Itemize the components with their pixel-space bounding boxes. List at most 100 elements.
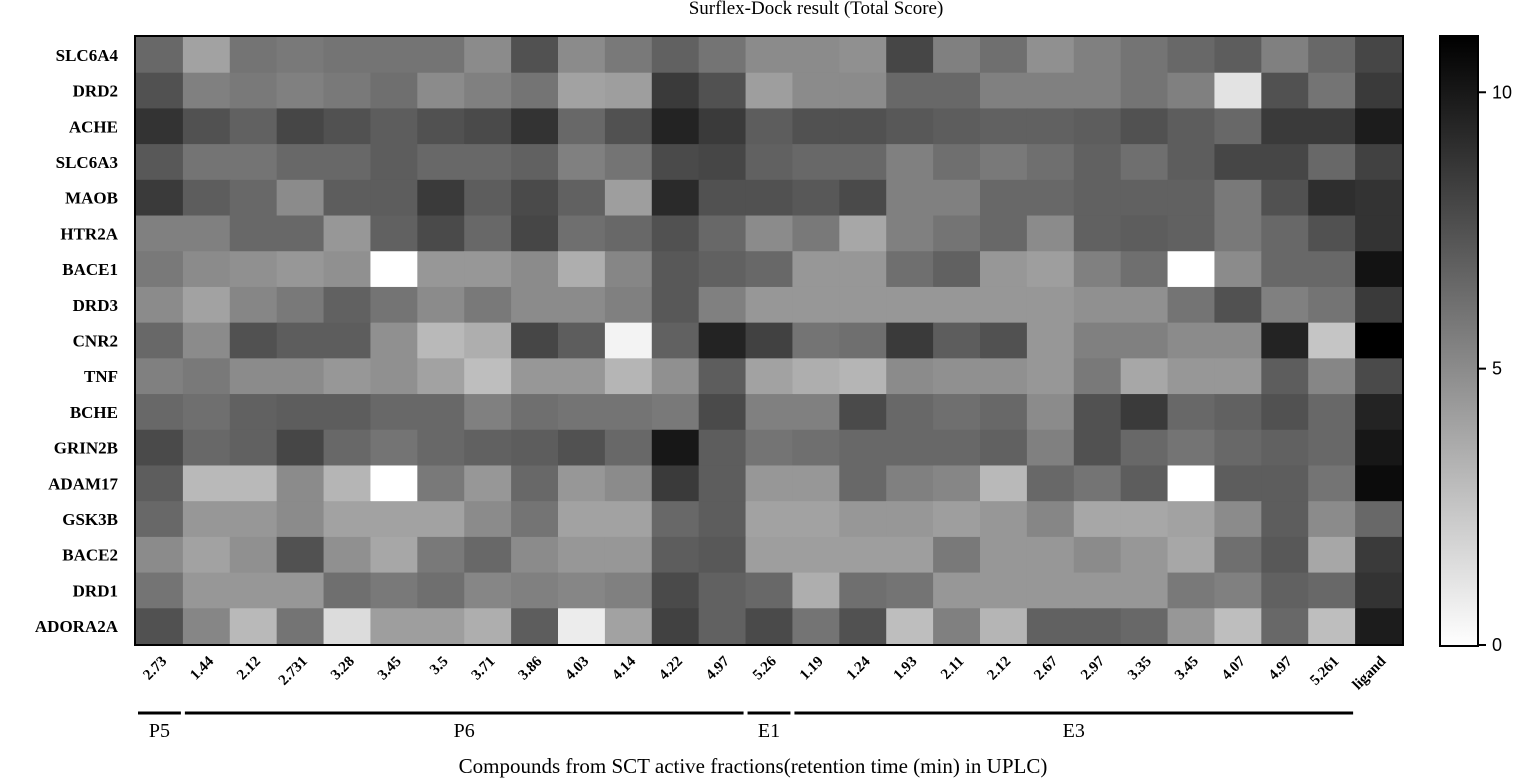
heatmap-cell: [980, 286, 1028, 324]
heatmap-cell: [229, 358, 278, 395]
heatmap-cell: [182, 429, 231, 467]
heatmap-cell: [558, 429, 606, 467]
heatmap-cell: [511, 465, 559, 502]
heatmap-cell: [745, 108, 794, 145]
heatmap-cell: [1261, 72, 1309, 110]
heatmap-cell: [182, 108, 231, 145]
heatmap-cell: [933, 608, 981, 645]
heatmap-cell: [651, 215, 700, 252]
heatmap-cell: [511, 608, 559, 645]
heatmap-cell: [745, 501, 794, 538]
heatmap-cell: [229, 572, 278, 609]
heatmap-cell: [980, 215, 1028, 252]
heatmap-cell: [229, 72, 278, 110]
heatmap-cell: [698, 215, 747, 252]
heatmap-cell: [417, 394, 465, 431]
column-label: 4.97: [703, 653, 733, 683]
heatmap-cell: [229, 108, 278, 145]
heatmap-cell: [1167, 179, 1216, 217]
heatmap-cell: [1120, 215, 1169, 252]
heatmap-cell: [1167, 465, 1216, 502]
heatmap-cell: [1167, 429, 1216, 467]
heatmap-cell: [1261, 572, 1309, 609]
heatmap-cell: [839, 394, 887, 431]
heatmap-cell: [698, 179, 747, 217]
heatmap-cell: [464, 608, 512, 645]
heatmap-cell: [886, 358, 934, 395]
heatmap-cell: [1355, 358, 1403, 395]
heatmap-cell: [417, 251, 465, 288]
heatmap-cell: [558, 322, 606, 359]
heatmap-cell: [980, 144, 1028, 181]
heatmap-cell: [558, 501, 606, 538]
heatmap-cell: [1308, 251, 1356, 288]
heatmap-cell: [839, 501, 887, 538]
heatmap-cell: [1073, 72, 1122, 110]
row-label: GSK3B: [62, 510, 118, 529]
heatmap-cell: [886, 322, 934, 359]
heatmap-cell: [1261, 108, 1309, 145]
heatmap-cell: [1167, 215, 1216, 252]
row-label: TNF: [84, 367, 118, 386]
column-label: 3.45: [375, 654, 405, 684]
heatmap-cell: [604, 572, 653, 609]
heatmap-cell: [1026, 608, 1075, 645]
heatmap-cell: [464, 394, 512, 431]
group-label: P5: [149, 720, 170, 742]
heatmap-cell: [1261, 536, 1309, 574]
heatmap-cell: [839, 72, 887, 110]
heatmap-cell: [1261, 501, 1309, 538]
heatmap-cell: [370, 501, 418, 538]
heatmap-cell: [1167, 251, 1216, 288]
heatmap-cell: [370, 179, 418, 217]
heatmap-cell: [1355, 608, 1403, 645]
heatmap-cell: [1214, 501, 1262, 538]
heatmap-cell: [604, 179, 653, 217]
heatmap-cell: [276, 501, 325, 538]
heatmap-cell: [604, 358, 653, 395]
heatmap-cell: [604, 215, 653, 252]
heatmap-cell: [1167, 358, 1216, 395]
heatmap-cell: [1308, 37, 1356, 74]
heatmap-cell: [276, 572, 325, 609]
heatmap-cell: [792, 37, 840, 74]
heatmap-cell: [1120, 536, 1169, 574]
heatmap-cell: [604, 322, 653, 359]
heatmap-cell: [136, 251, 184, 288]
heatmap-cell: [1308, 394, 1356, 431]
heatmap-cell: [1355, 37, 1403, 74]
heatmap-cell: [980, 465, 1028, 502]
heatmap-cell: [323, 394, 372, 431]
heatmap-cell: [136, 144, 184, 181]
heatmap-cell: [1026, 251, 1075, 288]
heatmap-cell: [511, 572, 559, 609]
heatmap-cell: [1026, 465, 1075, 502]
heatmap-cell: [698, 251, 747, 288]
heatmap-cell: [558, 215, 606, 252]
heatmap-cell: [792, 429, 840, 467]
heatmap-cell: [1073, 215, 1122, 252]
heatmap-cell: [323, 608, 372, 645]
heatmap-cell: [276, 72, 325, 110]
heatmap-cell: [1261, 394, 1309, 431]
heatmap-cell: [792, 215, 840, 252]
heatmap-cell: [1073, 322, 1122, 359]
heatmap-cell: [604, 465, 653, 502]
column-label: 3.5: [427, 654, 452, 679]
heatmap-cell: [136, 72, 184, 110]
heatmap-cell: [1355, 536, 1403, 574]
heatmap-cell: [1355, 572, 1403, 609]
heatmap-cell: [464, 144, 512, 181]
column-label: 4.07: [1219, 653, 1249, 683]
heatmap-cell: [276, 358, 325, 395]
heatmap-cell: [1026, 108, 1075, 145]
heatmap-cell: [745, 251, 794, 288]
heatmap-cell: [1167, 72, 1216, 110]
heatmap-cell: [698, 394, 747, 431]
heatmap-cell: [276, 37, 325, 74]
heatmap-cell: [370, 536, 418, 574]
heatmap-cell: [980, 72, 1028, 110]
heatmap-cell: [323, 322, 372, 359]
heatmap-cell: [1120, 251, 1169, 288]
